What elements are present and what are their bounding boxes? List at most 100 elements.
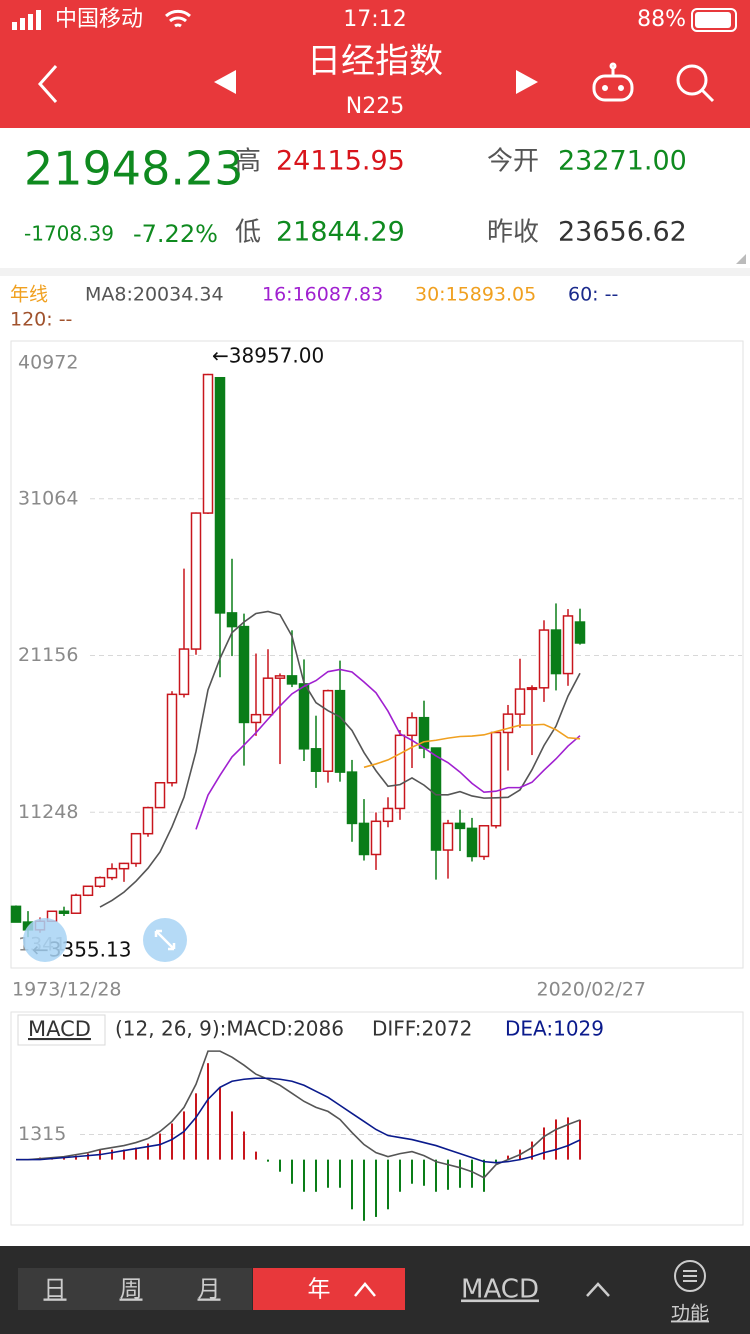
open-value: 23271.00 — [558, 146, 687, 177]
change: -1708.39 — [24, 222, 114, 246]
candle-body — [190, 512, 202, 650]
candle-body — [142, 806, 154, 835]
back-button[interactable] — [37, 65, 58, 103]
candle-body — [550, 629, 562, 675]
battery-level: 88% — [637, 7, 686, 32]
legend-entry: 16:16087.83 — [262, 284, 383, 306]
indicator-line — [195, 668, 581, 830]
candle-body — [154, 782, 166, 809]
candle-body — [94, 876, 106, 888]
macd-title: MACD — [28, 1017, 91, 1041]
candle-body — [202, 373, 214, 514]
indicator-line — [16, 1077, 581, 1164]
macd-subtitle: (12, 26, 9):MACD:2086 — [115, 1017, 344, 1041]
period-label: 年线 — [10, 284, 48, 306]
tab-day[interactable]: 日 — [44, 1277, 67, 1303]
prev-close-value: 23656.62 — [558, 217, 687, 248]
annotation: ←38957.00 — [212, 343, 324, 367]
tab-active-bg — [253, 1268, 405, 1310]
battery-fill — [695, 12, 731, 28]
corner-mark — [736, 254, 746, 264]
indicator-arrow[interactable] — [586, 1282, 610, 1297]
candle-body — [454, 822, 466, 830]
x-tick-label: 1973/12/28 — [12, 979, 122, 1001]
candle-body — [310, 748, 322, 772]
legend-entry: 30:15893.05 — [415, 284, 536, 306]
macd-title-box[interactable] — [17, 1014, 106, 1046]
next-button[interactable] — [516, 70, 538, 94]
candle-body — [58, 910, 70, 914]
menu-label[interactable]: 功能 — [671, 1303, 709, 1325]
candle-body — [346, 771, 358, 825]
wifi-icon — [165, 9, 191, 28]
prev-close-label: 昨收 — [487, 218, 539, 248]
candle-body — [574, 621, 586, 644]
candle-body — [526, 687, 538, 691]
x-tick-label: 2020/02/27 — [536, 979, 646, 1001]
candle-body — [214, 376, 226, 614]
candle-body — [274, 675, 286, 679]
low-label: 低 — [235, 218, 261, 248]
candle-body — [466, 827, 478, 858]
candle-body — [118, 862, 130, 870]
indicator-line — [16, 1050, 581, 1179]
legend-entry: 120: -- — [10, 309, 72, 331]
indicator-line — [363, 723, 581, 769]
zoom-handle[interactable] — [23, 918, 67, 962]
low-value: 21844.29 — [276, 217, 405, 248]
candle-body — [262, 677, 274, 716]
candle-body — [394, 734, 406, 810]
y-tick-label: 40972 — [18, 352, 78, 374]
candle-body — [370, 820, 382, 856]
high-value: 24115.95 — [276, 146, 405, 177]
tab-group — [18, 1268, 252, 1310]
candle-body — [130, 832, 142, 865]
candle-body — [286, 675, 298, 685]
tab-year-arrow[interactable] — [354, 1282, 376, 1297]
candle-body — [358, 822, 370, 856]
candle-body — [322, 689, 334, 772]
candle-body — [166, 693, 178, 784]
candle-body — [298, 683, 310, 750]
indicator-button[interactable]: MACD — [461, 1275, 539, 1305]
candle-body — [514, 688, 526, 715]
y-tick-label: 11248 — [18, 801, 78, 823]
y-tick-label: 21156 — [18, 644, 78, 666]
y-tick-label: 31064 — [18, 487, 78, 509]
candle-body — [70, 894, 82, 914]
tab-year[interactable]: 年 — [308, 1277, 331, 1303]
signal-icon — [12, 10, 41, 30]
candle-body — [538, 629, 550, 689]
candle-body — [442, 822, 454, 851]
header-bg — [0, 0, 750, 128]
tab-week[interactable]: 周 — [120, 1277, 143, 1303]
page-subtitle: N225 — [346, 94, 404, 119]
kline-frame — [10, 340, 744, 969]
high-label: 高 — [235, 147, 261, 177]
macd-frame — [10, 1011, 744, 1226]
open-label: 今开 — [487, 147, 539, 177]
separator — [0, 268, 750, 276]
menu-icon[interactable] — [674, 1260, 706, 1292]
change-pct: -7.22% — [133, 220, 218, 248]
clock: 17:12 — [343, 7, 406, 32]
candle-body — [430, 747, 442, 851]
prev-button[interactable] — [214, 70, 236, 94]
carrier: 中国移动 — [55, 7, 143, 32]
legend-entry: DEA:1029 — [505, 1017, 604, 1041]
candle-body — [334, 689, 346, 773]
candle-body — [562, 615, 574, 675]
candle-body — [82, 885, 94, 897]
candle-body — [226, 612, 238, 628]
expand-icon — [154, 929, 176, 951]
search-button[interactable] — [676, 64, 715, 103]
candle-body — [490, 731, 502, 827]
plot-layer: 4097231064211561124813411973/12/282020/0… — [10, 284, 742, 1221]
battery-icon — [691, 8, 737, 32]
legend-entry: MA8:20034.34 — [85, 284, 224, 306]
robot-button[interactable] — [592, 62, 634, 102]
candle-body — [178, 648, 190, 696]
y-tick-label: 1315 — [18, 1123, 66, 1145]
tab-month[interactable]: 月 — [198, 1277, 221, 1303]
